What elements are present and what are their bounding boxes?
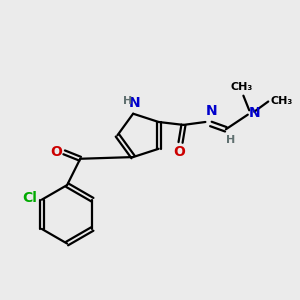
Text: CH₃: CH₃ [271,96,293,106]
Text: O: O [173,146,185,159]
Text: H: H [123,96,133,106]
Text: N: N [129,96,140,110]
Text: N: N [206,104,218,118]
Text: Cl: Cl [22,191,38,205]
Text: N: N [249,106,261,120]
Text: O: O [50,145,62,159]
Text: H: H [226,135,235,145]
Text: CH₃: CH₃ [231,82,253,92]
